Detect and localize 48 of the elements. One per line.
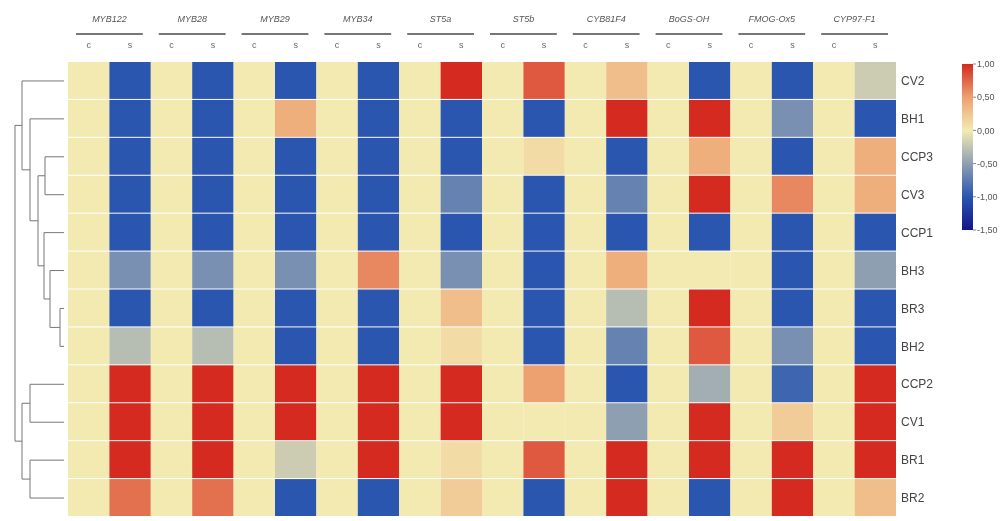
x-tick-label: s	[127, 40, 133, 50]
x-tick-label: s	[790, 40, 796, 50]
x-tick-label: s	[873, 40, 879, 50]
x-tick-label: c	[417, 40, 423, 50]
x-tick-label: s	[707, 40, 713, 50]
text: CYB81F4	[586, 14, 626, 24]
y-tick-label: CCP2	[901, 377, 934, 392]
text: MYB29	[260, 14, 290, 24]
y-tick-label: CV1	[901, 415, 925, 430]
x-tick-label: s	[210, 40, 216, 50]
color-bar-label: 0,00	[977, 125, 995, 136]
x-tick-label: s	[293, 40, 299, 50]
text: MYB122	[92, 14, 127, 24]
text: MYB34	[343, 14, 373, 24]
x-tick-label: c	[334, 40, 340, 50]
x-tick-label: s	[376, 40, 382, 50]
text: FMOG-Ox5	[748, 14, 797, 24]
y-tick-label: BR2	[901, 491, 925, 506]
y-tick-label: CV2	[901, 74, 925, 89]
text: CYP97-F1	[833, 14, 876, 24]
y-tick-label: BH1	[901, 112, 925, 127]
x-tick-label: c	[252, 40, 258, 50]
text: ST5a	[429, 14, 452, 24]
color-bar-label: -0,50	[977, 158, 998, 169]
y-tick-label: BH3	[901, 263, 925, 278]
y-tick-label: BR3	[901, 301, 925, 316]
color-bar-label: -1,50	[977, 225, 998, 236]
color-bar-label: 0,50	[977, 92, 995, 103]
y-tick-label: CCP3	[901, 149, 934, 164]
x-tick-label: c	[666, 40, 672, 50]
x-tick-label: s	[459, 40, 465, 50]
y-tick-label: BR1	[901, 453, 925, 468]
x-tick-label: c	[831, 40, 837, 50]
x-tick-label: c	[500, 40, 506, 50]
text: BoGS-OH	[668, 14, 710, 24]
y-tick-label: CCP1	[901, 225, 934, 240]
color-bar-label: -1,00	[977, 191, 998, 202]
x-tick-label: s	[541, 40, 547, 50]
text: ST5b	[512, 14, 535, 24]
y-tick-label: BH2	[901, 339, 925, 354]
y-tick-label: CV3	[901, 187, 925, 202]
text: MYB28	[177, 14, 207, 24]
x-tick-label: c	[583, 40, 589, 50]
x-tick-label: c	[86, 40, 92, 50]
x-tick-label: c	[169, 40, 175, 50]
x-tick-label: c	[748, 40, 754, 50]
x-tick-label: s	[624, 40, 630, 50]
color-bar-label: 1,00	[977, 59, 995, 70]
